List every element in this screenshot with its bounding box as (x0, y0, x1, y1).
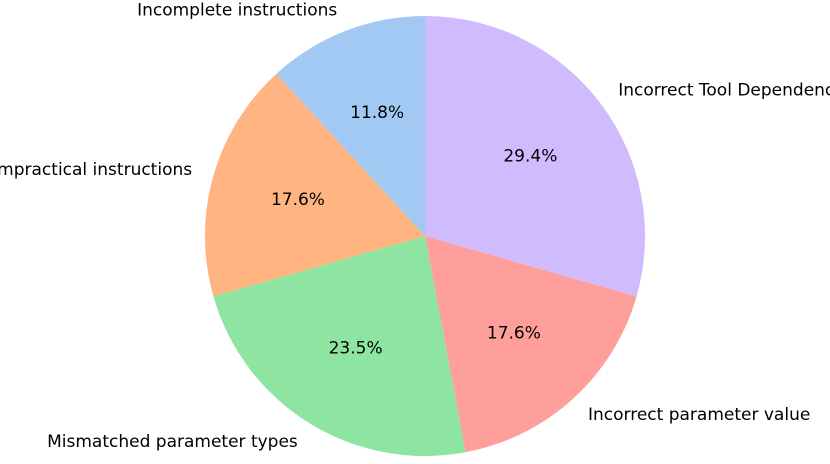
category-labels: Incorrect Tool Dependency Incorrect param… (0, 0, 830, 451)
pie-slice-4 (205, 73, 425, 297)
pie-slice-1 (425, 16, 645, 297)
pct-label-4: 17.6% (271, 190, 325, 210)
category-label-2: Incorrect parameter value (588, 405, 810, 425)
pct-label-2: 17.6% (487, 324, 541, 344)
category-label-4: Impractical instructions (0, 160, 192, 180)
pct-label-1: 29.4% (503, 147, 557, 167)
pie-slice-5 (276, 16, 425, 236)
percentage-labels: 29.4% 17.6% 23.5% 17.6% 11.8% (271, 103, 557, 358)
category-label-5: Incomplete instructions (137, 0, 337, 20)
category-label-1: Incorrect Tool Dependency (618, 80, 830, 100)
category-label-3: Mismatched parameter types (47, 432, 298, 452)
pie-slice-2 (425, 236, 637, 453)
pct-label-3: 23.5% (329, 338, 383, 358)
pie-slices (205, 16, 645, 456)
pie-slice-3 (213, 236, 466, 456)
pct-label-5: 11.8% (350, 103, 404, 123)
